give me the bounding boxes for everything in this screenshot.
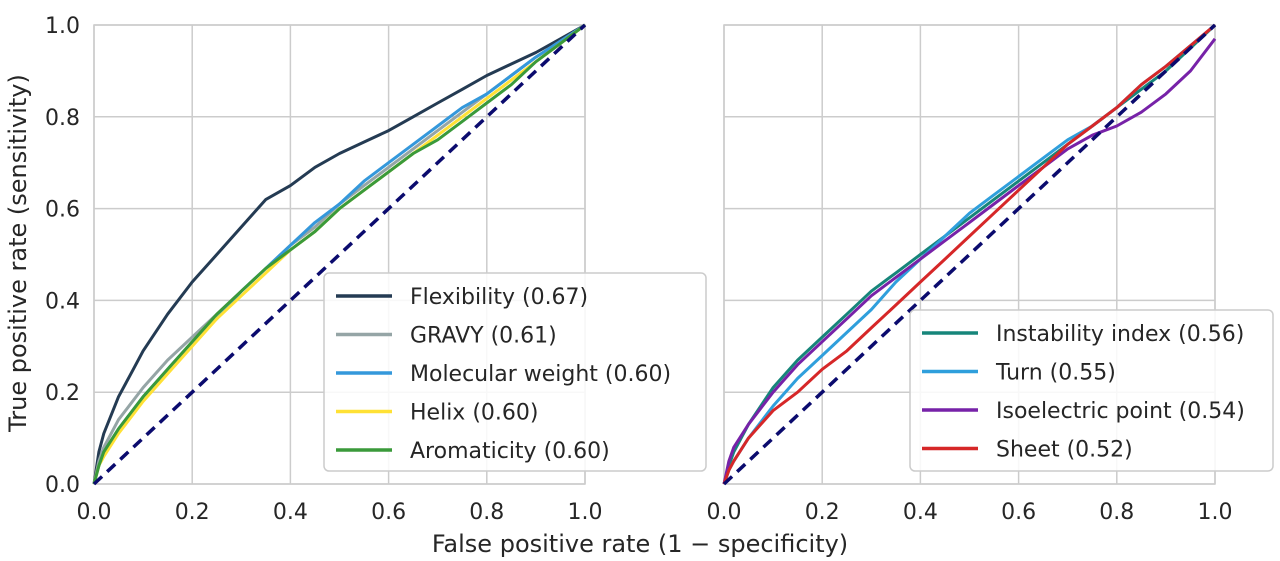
series-line [92,23,586,485]
legend-entry: Helix (0.60) [410,401,538,426]
plot-frame [723,24,1216,485]
x-tick-label: 0.0 [707,500,742,525]
chance-diagonal-line [722,23,1217,486]
x-tick-label: 0.0 [77,500,112,525]
y-tick-label: 0.2 [45,381,80,406]
x-tick-label: 0.4 [903,500,938,525]
legend: Instability index (0.56) Turn (0.55) Isoel… [909,309,1274,472]
x-tick-label: 0.6 [1001,500,1036,525]
x-axis-title: False positive rate (1 − specificity) [432,530,848,558]
y-tick-label: 0.8 [45,106,80,131]
series-line [722,23,1216,485]
legend-entry: Turn (0.55) [995,361,1116,386]
legend-entry: Sheet (0.52) [996,438,1133,463]
y-tick-label: 0.6 [45,198,80,223]
x-tick-label: 1.0 [568,500,603,525]
plot-frame [93,24,586,485]
x-tick-label: 0.6 [371,500,406,525]
roc-panel-left: 0.0 0.2 0.4 0.6 0.8 1.0 0.0 0.2 0.4 0.6 0.8 1.0 Flex… [45,14,707,525]
y-tick-label: 0.0 [45,473,80,498]
x-tick-label: 1.0 [1198,500,1233,525]
y-tick-label: 1.0 [45,14,80,39]
x-tick-label: 0.8 [469,500,504,525]
x-tick-label: 0.2 [175,500,210,525]
x-tick-label: 0.4 [273,500,308,525]
legend-entry: Instability index (0.56) [996,322,1244,347]
legend: Flexibility (0.67) GRAVY (0.61) Molecular … [323,272,707,472]
legend-entry: Aromaticity (0.60) [410,439,610,464]
y-axis-title: True positive rate (sensitivity) [4,74,32,433]
series-line [722,37,1217,485]
legend-entry: Flexibility (0.67) [410,285,588,310]
roc-panel-right: 0.0 0.2 0.4 0.6 0.8 1.0 Instability index (0.5… [707,23,1274,525]
legend-entry: Molecular weight (0.60) [410,362,671,387]
legend-box [909,309,1274,472]
series-line [92,23,586,485]
legend-entry: Isoelectric point (0.54) [996,399,1245,424]
chance-diagonal-line [92,23,587,486]
x-tick-label: 0.2 [805,500,840,525]
legend-box [323,272,707,472]
y-tick-label: 0.4 [45,289,80,314]
legend-entry: GRAVY (0.61) [410,324,557,349]
x-tick-label: 0.8 [1099,500,1134,525]
